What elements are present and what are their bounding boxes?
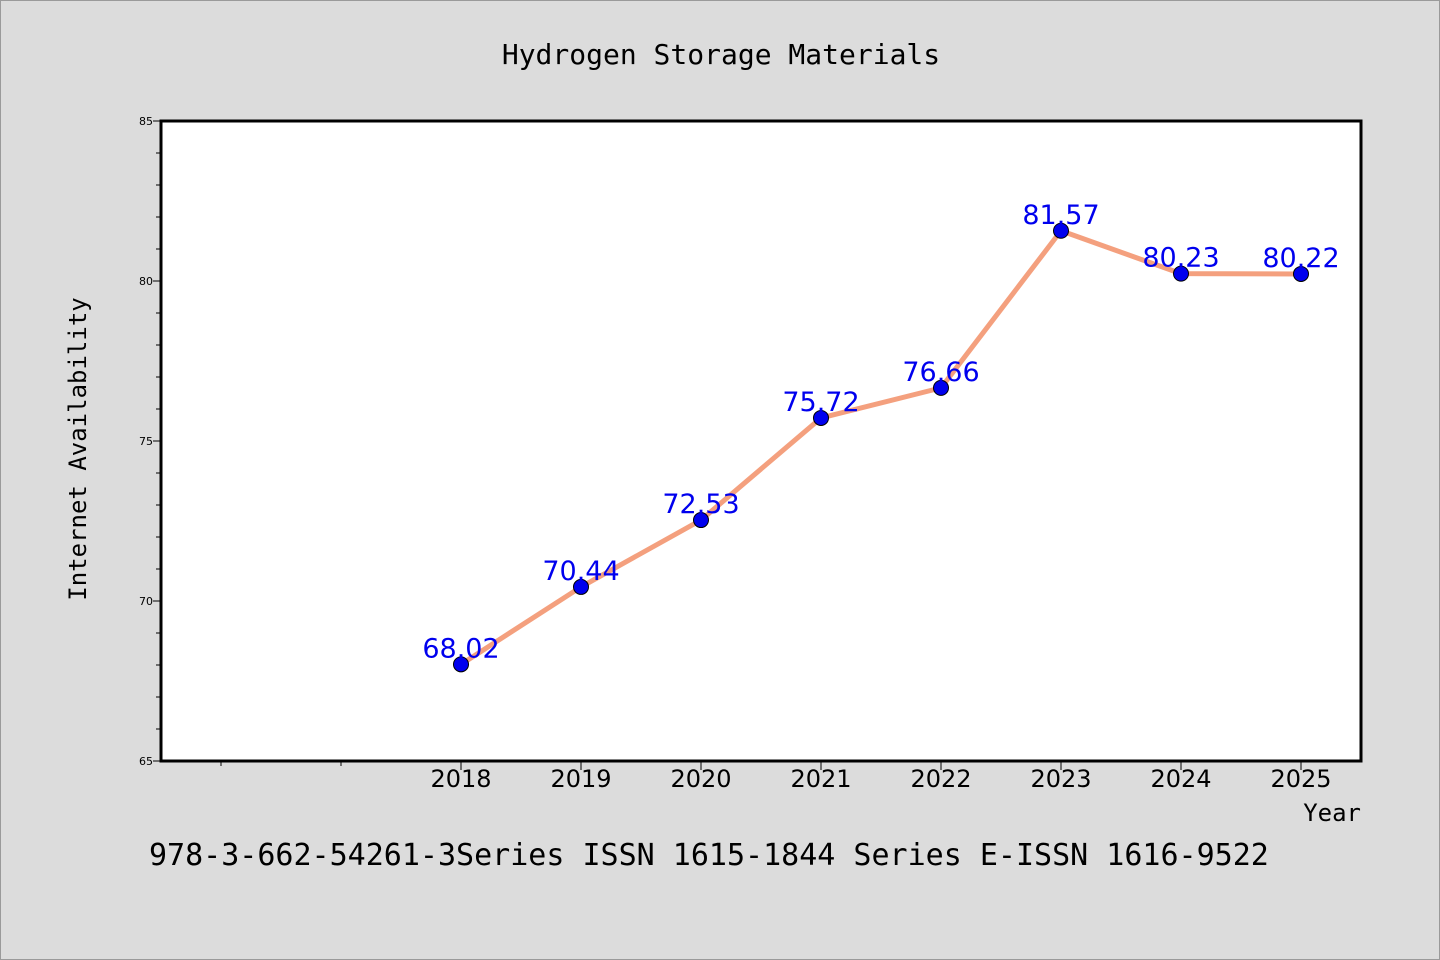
chart-title: Hydrogen Storage Materials [502,38,940,71]
data-label: 68.02 [422,633,499,664]
data-label: 81.57 [1022,200,1099,231]
data-point [813,409,829,426]
data-label: 80.23 [1142,243,1219,274]
y-tick-label: 85 [139,115,153,128]
data-point [453,656,469,673]
y-tick-label: 80 [139,275,153,288]
plot-area [161,121,1361,761]
plot-frame [159,119,1363,763]
data-label: 72.53 [662,489,739,520]
y-axis-label: Internet Availability [64,297,92,600]
data-point [1053,222,1069,239]
series-line [458,228,1304,667]
x-tick-label: 2018 [430,765,491,793]
x-tick-labels: 2018 2019 2020 2021 2022 2023 2024 2025 [430,765,1331,793]
x-tick-label: 2024 [1150,765,1211,793]
x-tick-label: 2022 [910,765,971,793]
data-label: 70.44 [542,556,619,587]
data-point [1293,265,1309,282]
data-point [693,512,709,529]
data-label: 80.22 [1262,243,1339,274]
data-markers [453,222,1309,673]
data-label: 76.66 [902,357,979,388]
y-tick-label: 65 [139,755,153,768]
x-tick-label: 2023 [1030,765,1091,793]
x-tick-label: 2019 [550,765,611,793]
data-label: 75.72 [782,387,859,418]
x-axis-label: Year [1303,799,1361,827]
footer-text: 978-3-662-54261-3Series ISSN 1615-1844 S… [149,838,1269,873]
data-point [933,379,949,396]
x-tick-label: 2021 [790,765,851,793]
x-tick-label: 2025 [1270,765,1331,793]
data-labels: 68.02 70.44 72.53 75.72 76.66 81.57 80.23 80.22 [422,200,1339,665]
y-tick-labels: 65 70 75 80 85 [139,115,153,768]
data-point [1173,265,1189,282]
y-tick-label: 70 [139,595,153,608]
y-tick-label: 75 [139,435,153,448]
data-point [573,578,589,595]
x-tick-label: 2020 [670,765,731,793]
